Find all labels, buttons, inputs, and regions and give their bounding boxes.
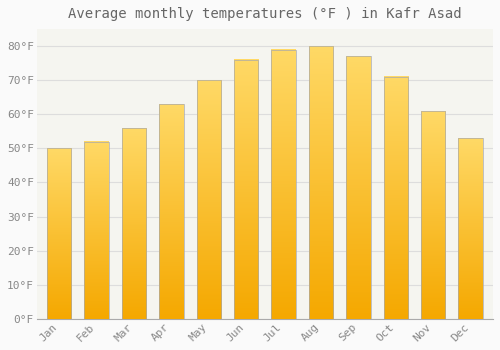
Title: Average monthly temperatures (°F ) in Kafr Asad: Average monthly temperatures (°F ) in Ka… [68, 7, 462, 21]
Bar [196, 80, 221, 319]
Bar [309, 46, 333, 319]
Bar [47, 148, 72, 319]
Bar [84, 142, 108, 319]
Bar [384, 77, 408, 319]
Bar [234, 60, 258, 319]
Bar [346, 56, 370, 319]
Bar [122, 128, 146, 319]
Bar [421, 111, 446, 319]
Bar [272, 49, 295, 319]
Bar [159, 104, 184, 319]
Bar [458, 138, 483, 319]
